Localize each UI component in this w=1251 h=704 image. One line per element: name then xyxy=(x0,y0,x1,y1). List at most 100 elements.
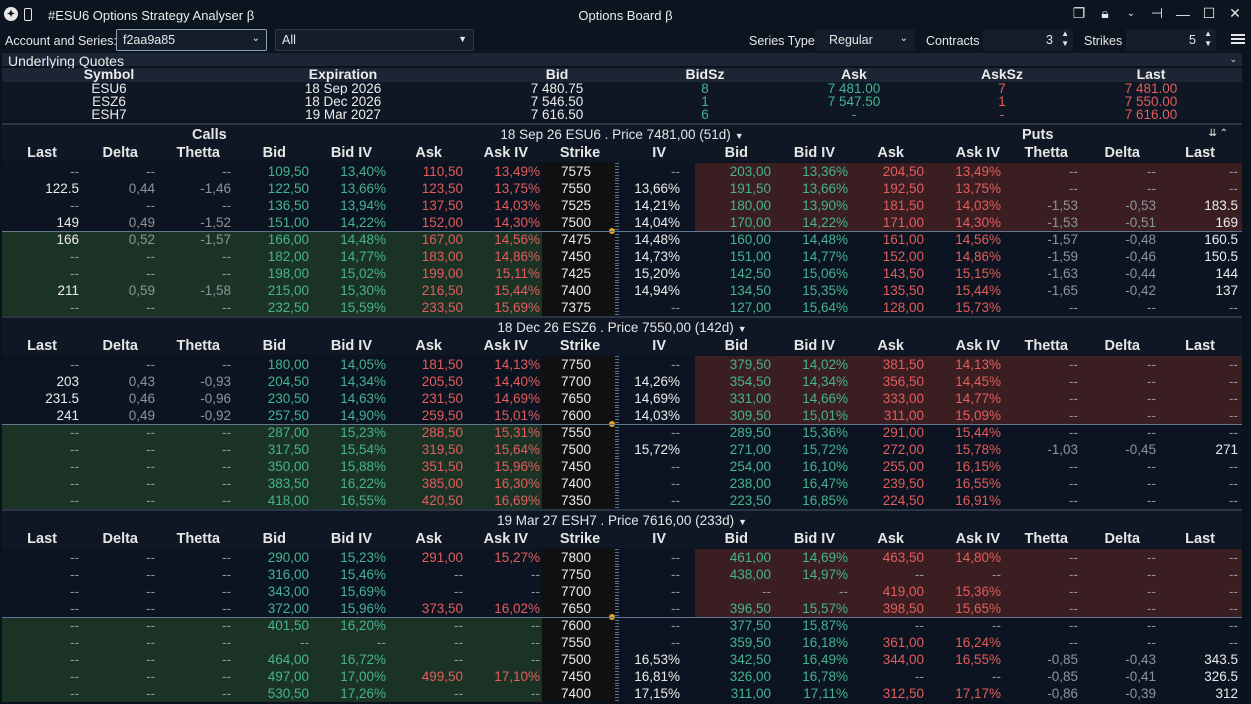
column-header-ask-iv[interactable]: Ask IV xyxy=(483,531,528,547)
column-header-ask[interactable]: Ask xyxy=(415,531,442,547)
column-header-last[interactable]: Last xyxy=(27,145,57,161)
column-header-strike[interactable]: Strike xyxy=(559,338,601,354)
option-row[interactable]: -- -- -- 497,00 17,00% 499,50 17,10% 7450 16,81%… xyxy=(2,668,1242,685)
column-header-delta[interactable]: Delta xyxy=(102,338,138,354)
column-header-ask[interactable]: Ask xyxy=(415,338,442,354)
uq-col-last[interactable]: Last xyxy=(1136,66,1166,82)
column-header-strike[interactable]: Strike xyxy=(559,145,601,161)
column-header-delta[interactable]: Delta xyxy=(102,145,138,161)
column-header-bid-iv[interactable]: Bid IV xyxy=(330,531,372,547)
column-header-strike[interactable]: Strike xyxy=(559,531,601,547)
option-row[interactable]: 231.5 0,46 -0,96 230,50 14,63% 231,50 14,69% 76… xyxy=(2,390,1242,407)
column-header-bid[interactable]: Bid xyxy=(262,531,286,547)
column-header-delta[interactable]: Delta xyxy=(1104,145,1140,161)
column-header-ask-iv[interactable]: Ask IV xyxy=(955,531,1000,547)
option-row[interactable]: -- -- -- 530,50 17,26% -- -- 7400 17,15% 311,00 17… xyxy=(2,685,1242,702)
column-header-thetta[interactable]: Thetta xyxy=(176,145,221,161)
column-header-thetta[interactable]: Thetta xyxy=(1024,338,1069,354)
column-header-ask-iv[interactable]: Ask IV xyxy=(483,338,528,354)
minimize-icon[interactable]: — xyxy=(1176,5,1190,22)
uq-col-bid[interactable]: Bid xyxy=(545,66,569,82)
option-row[interactable]: -- -- -- 350,00 15,88% 351,50 15,96% 7450 -- 254,… xyxy=(2,458,1242,475)
column-header-iv[interactable]: IV xyxy=(652,145,666,161)
collapse-chevron-icon[interactable]: ⌄ xyxy=(1229,54,1237,64)
option-row[interactable]: -- -- -- 109,50 13,40% 110,50 13,49% 7575 -- 203,… xyxy=(2,163,1242,180)
option-row[interactable]: 241 0,49 -0,92 257,50 14,90% 259,50 15,01% 7600… xyxy=(2,407,1242,424)
column-header-ask[interactable]: Ask xyxy=(877,145,904,161)
column-header-delta[interactable]: Delta xyxy=(1104,531,1140,547)
column-header-ask-iv[interactable]: Ask IV xyxy=(955,338,1000,354)
column-header-thetta[interactable]: Thetta xyxy=(1024,531,1069,547)
column-header-iv[interactable]: IV xyxy=(652,338,666,354)
column-header-ask-iv[interactable]: Ask IV xyxy=(483,145,528,161)
column-header-bid[interactable]: Bid xyxy=(262,338,286,354)
column-header-bid[interactable]: Bid xyxy=(724,145,748,161)
column-header-delta[interactable]: Delta xyxy=(1104,338,1140,354)
column-header-thetta[interactable]: Thetta xyxy=(176,338,221,354)
option-row[interactable]: -- -- -- 317,50 15,54% 319,50 15,64% 7500 15,72%… xyxy=(2,441,1242,458)
uq-col-ask[interactable]: Ask xyxy=(841,66,867,82)
scrollbar[interactable] xyxy=(1242,53,1250,704)
option-row[interactable]: -- -- -- 136,50 13,94% 137,50 14,03% 7525 14,21%… xyxy=(2,197,1242,214)
column-header-ask[interactable]: Ask xyxy=(877,531,904,547)
column-header-last[interactable]: Last xyxy=(1185,531,1215,547)
column-header-thetta[interactable]: Thetta xyxy=(176,531,221,547)
option-row[interactable]: -- -- -- 316,00 15,46% -- -- 7750 -- 438,00 14,97%… xyxy=(2,566,1242,583)
column-header-delta[interactable]: Delta xyxy=(102,531,138,547)
column-header-bid-iv[interactable]: Bid IV xyxy=(793,338,835,354)
device-icon[interactable] xyxy=(24,7,32,21)
column-header-bid-iv[interactable]: Bid IV xyxy=(793,531,835,547)
column-header-bid-iv[interactable]: Bid IV xyxy=(793,145,835,161)
lock-icon[interactable]: 🔒︎ xyxy=(1101,5,1109,21)
option-row[interactable]: -- -- -- 287,00 15,23% 288,50 15,31% 7550 -- 289,… xyxy=(2,421,1242,441)
series-type-select[interactable]: Regular ⌄ xyxy=(815,29,915,51)
column-header-thetta[interactable]: Thetta xyxy=(1024,145,1069,161)
option-row[interactable]: -- -- -- 198,00 15,02% 199,00 15,11% 7425 15,20%… xyxy=(2,265,1242,282)
strikes-stepper[interactable]: 5 ▲ ▼ xyxy=(1126,29,1216,51)
dropdown-arrow-icon[interactable]: ▼ xyxy=(737,324,747,334)
option-row[interactable]: 149 0,49 -1,52 151,00 14,22% 152,00 14,30% 7500… xyxy=(2,214,1242,231)
column-header-ask[interactable]: Ask xyxy=(877,338,904,354)
option-row[interactable]: -- -- -- 343,00 15,69% -- -- 7700 -- -- -- 419,00 15… xyxy=(2,583,1242,600)
close-icon[interactable]: ✕ xyxy=(1229,5,1241,21)
stepper-arrows-icon[interactable]: ▲ ▼ xyxy=(1061,29,1069,48)
uq-row[interactable]: ESH7 19 Mar 2027 7 616.50 6 - - 7 616.00 xyxy=(2,108,1242,121)
expand-collapse-icon[interactable]: ⇊ ⌃ xyxy=(1208,128,1228,139)
restore-icon[interactable]: ❐ xyxy=(1072,5,1086,21)
menu-icon[interactable] xyxy=(1231,32,1245,46)
chevron-down-icon[interactable]: ⌄ xyxy=(1126,8,1136,19)
uq-row[interactable]: ESZ6 18 Dec 2026 7 546.50 1 7 547.50 1 7 550.0… xyxy=(2,95,1242,108)
option-row[interactable]: 203 0,43 -0,93 204,50 14,34% 205,50 14,40% 7700… xyxy=(2,373,1242,390)
column-header-ask-iv[interactable]: Ask IV xyxy=(955,145,1000,161)
option-row[interactable]: 166 0,52 -1,57 166,00 14,48% 167,00 14,56% 7475… xyxy=(2,228,1242,248)
option-row[interactable]: 211 0,59 -1,58 215,00 15,30% 216,50 15,44% 7400… xyxy=(2,282,1242,299)
option-row[interactable]: -- -- -- 464,00 16,72% -- -- 7500 16,53% 342,50 16… xyxy=(2,651,1242,668)
column-header-bid[interactable]: Bid xyxy=(262,145,286,161)
uq-col-asksz[interactable]: AskSz xyxy=(980,66,1024,82)
uq-col-symbol[interactable]: Symbol xyxy=(83,66,135,82)
column-header-ask[interactable]: Ask xyxy=(415,145,442,161)
expiration-title[interactable]: 19 Mar 27 ESH7 . Price 7616,00 (233d) ▼ xyxy=(2,513,1242,528)
column-header-bid[interactable]: Bid xyxy=(724,338,748,354)
expiration-title[interactable]: 18 Dec 26 ESZ6 . Price 7550,00 (142d) ▼ xyxy=(2,320,1242,335)
option-row[interactable]: -- -- -- 232,50 15,59% 233,50 15,69% 7375 -- 127,… xyxy=(2,299,1242,316)
dropdown-arrow-icon[interactable]: ▼ xyxy=(738,517,748,527)
column-header-last[interactable]: Last xyxy=(1185,145,1215,161)
option-row[interactable]: -- -- -- 418,00 16,55% 420,50 16,69% 7350 -- 223,… xyxy=(2,492,1242,509)
column-header-bid[interactable]: Bid xyxy=(724,531,748,547)
column-header-bid-iv[interactable]: Bid IV xyxy=(330,338,372,354)
account-select[interactable]: f2aa9a85 ⌄ xyxy=(116,29,267,51)
column-header-last[interactable]: Last xyxy=(1185,338,1215,354)
column-header-last[interactable]: Last xyxy=(27,531,57,547)
option-row[interactable]: -- -- -- 180,00 14,05% 181,50 14,13% 7750 -- 379,… xyxy=(2,356,1242,373)
series-filter-select[interactable]: All ▼ xyxy=(275,29,474,51)
column-header-last[interactable]: Last xyxy=(27,338,57,354)
option-row[interactable]: -- -- -- 290,00 15,23% 291,00 15,27% 7800 -- 461,… xyxy=(2,549,1242,566)
uq-col-bidsz[interactable]: BidSz xyxy=(685,66,725,82)
option-row[interactable]: 122.5 0,44 -1,46 122,50 13,66% 123,50 13,75% 75… xyxy=(2,180,1242,197)
option-row[interactable]: -- -- -- 383,50 16,22% 385,00 16,30% 7400 -- 238,… xyxy=(2,475,1242,492)
maximize-icon[interactable]: ☐ xyxy=(1202,5,1216,21)
column-header-bid-iv[interactable]: Bid IV xyxy=(330,145,372,161)
uq-col-expiration[interactable]: Expiration xyxy=(308,66,378,82)
option-row[interactable]: -- -- -- 182,00 14,77% 183,00 14,86% 7450 14,73%… xyxy=(2,248,1242,265)
